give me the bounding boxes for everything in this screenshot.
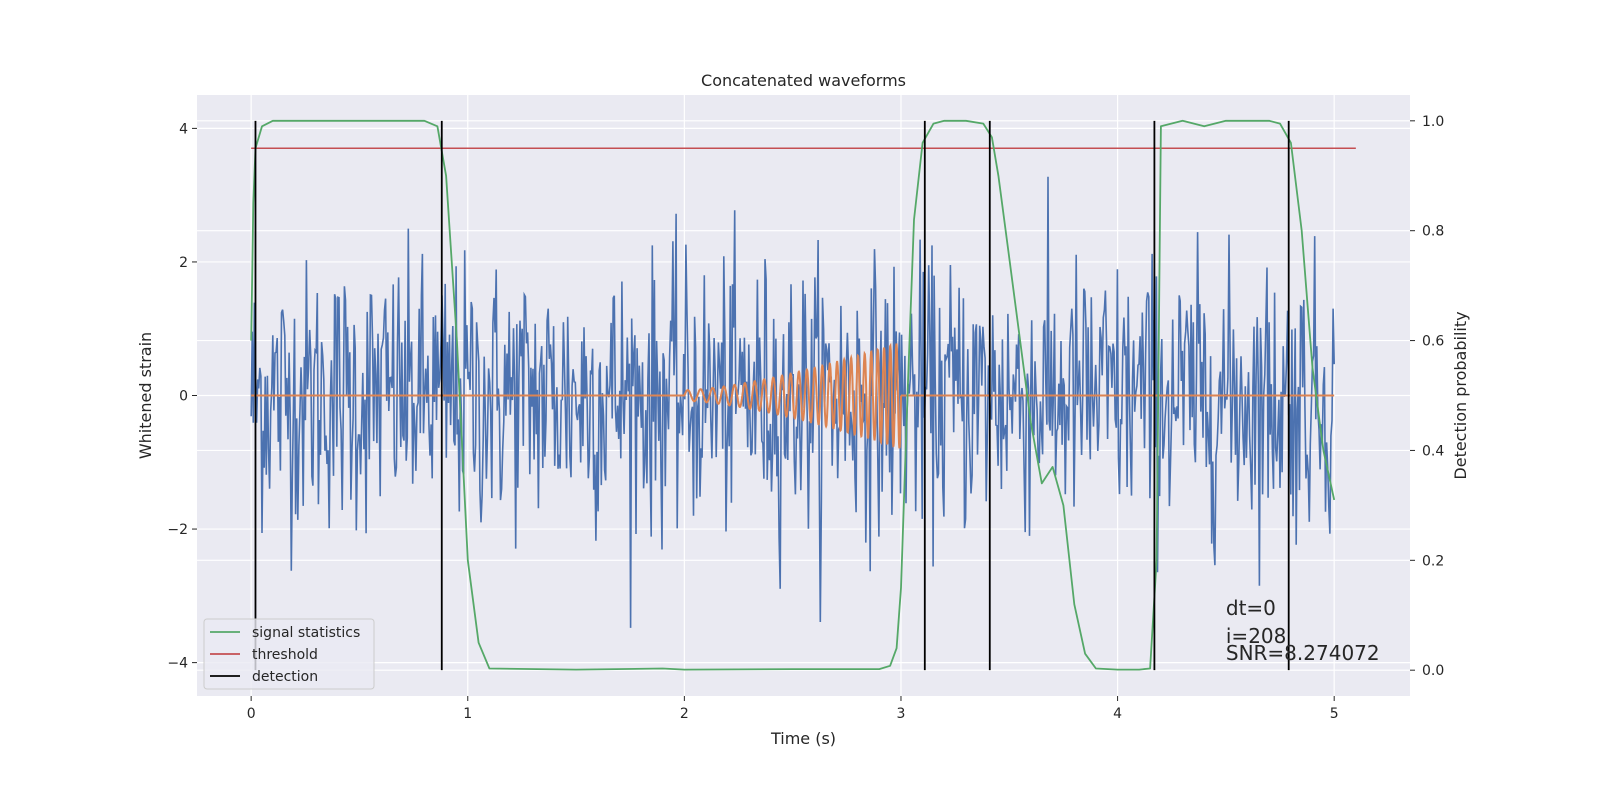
y-tick-label: 0 [179, 389, 188, 405]
x-tick-label: 2 [680, 706, 689, 722]
annotation-index: i=208 [1226, 624, 1287, 648]
injection-line [251, 342, 1335, 449]
y-tick-label: 4 [179, 121, 188, 137]
y2-tick-label: 0.8 [1422, 224, 1444, 240]
y-axis-label: Whitened strain [136, 332, 155, 459]
y-tick-label: −4 [167, 656, 188, 672]
legend-label-threshold: threshold [252, 647, 318, 663]
injection-series [251, 342, 1335, 449]
x-tick-label: 4 [1113, 706, 1122, 722]
y-tick-label: −2 [167, 522, 188, 538]
signal-statistics-line [250, 119, 1336, 671]
annotation-snr: SNR=8.274072 [1226, 641, 1380, 665]
snr-annotation: dt=0 i=208 SNR=8.274072 [1226, 596, 1380, 665]
y2-tick-label: 0.0 [1422, 663, 1444, 679]
y2-axis-label: Detection probability [1451, 311, 1470, 479]
y-tick-label: 2 [179, 255, 188, 271]
x-tick-label: 3 [897, 706, 906, 722]
y2-tick-label: 0.2 [1422, 553, 1444, 569]
y2-tick-label: 0.4 [1422, 443, 1444, 459]
x-tick-label: 5 [1330, 706, 1339, 722]
x-tick-label: 1 [463, 706, 472, 722]
annotation-dt: dt=0 [1226, 596, 1276, 620]
legend: signal statistics threshold detection [203, 618, 375, 690]
signal-statistics-series [250, 119, 1336, 671]
y2-tick-label: 0.6 [1422, 334, 1444, 350]
y2-tick-label: 1.0 [1422, 114, 1444, 130]
detection-lines [254, 120, 1290, 671]
legend-label-detection: detection [252, 669, 318, 685]
axes: 0 1 2 3 4 5 −4 −2 0 2 4 0.0 0.2 0.4 0.6 0.8 1.0 [167, 114, 1444, 722]
x-tick-label: 0 [247, 706, 256, 722]
chart-title: Concatenated waveforms [701, 71, 906, 90]
legend-box [203, 618, 375, 690]
legend-label-signal-statistics: signal statistics [252, 625, 360, 641]
x-axis-label: Time (s) [770, 729, 836, 748]
